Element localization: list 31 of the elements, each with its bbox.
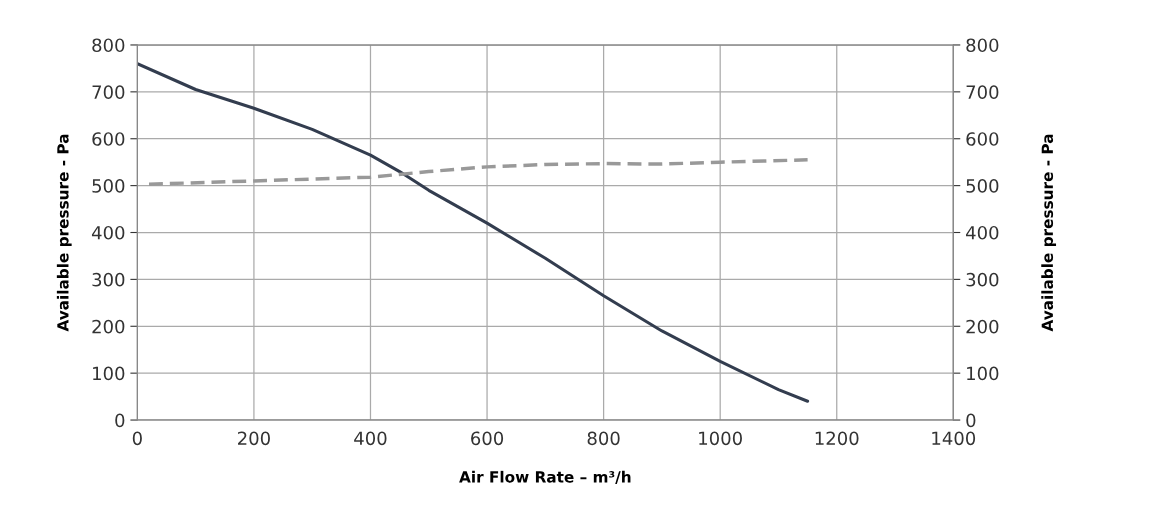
y2-tick-label: 100 bbox=[967, 366, 999, 381]
y-tick-label: 100 bbox=[93, 366, 125, 381]
y-tick-label: 800 bbox=[92, 38, 125, 53]
y-tick-label: 700 bbox=[92, 85, 125, 99]
y2-tick-label: 500 bbox=[966, 179, 999, 193]
x-tick-label: 1200 bbox=[815, 431, 859, 446]
line-series bbox=[137, 62, 810, 403]
x-tick-label: 800 bbox=[587, 431, 620, 446]
x-tick-label: 1400 bbox=[932, 431, 976, 446]
line-series bbox=[147, 158, 810, 186]
y-axis-title: Available pressure - Pa bbox=[56, 134, 72, 332]
x-tick-label: 200 bbox=[238, 431, 270, 446]
x-tick-label: 600 bbox=[471, 431, 504, 446]
y2-tick-label: 400 bbox=[966, 225, 999, 240]
y-tick-label: 500 bbox=[92, 179, 125, 193]
y2-tick-label: 800 bbox=[966, 38, 999, 53]
y2-tick-label: 700 bbox=[966, 85, 999, 99]
y-tick-label: 600 bbox=[92, 132, 125, 146]
y2-tick-label: 600 bbox=[966, 132, 999, 146]
y2-tick-label: 200 bbox=[966, 319, 999, 334]
x-axis-title: Air Flow Rate – m³/h bbox=[459, 470, 631, 484]
y-tick-label: 200 bbox=[92, 319, 125, 334]
y-tick-label: 0 bbox=[115, 413, 125, 428]
x-tick-label: 1000 bbox=[699, 431, 742, 446]
y-tick-label: 300 bbox=[92, 272, 125, 287]
x-tick-label: 0 bbox=[132, 431, 142, 446]
y2-axis-title: Available pressure - Pa bbox=[1041, 134, 1057, 332]
x-tick-label: 400 bbox=[354, 431, 387, 446]
y2-tick-label: 0 bbox=[966, 413, 976, 428]
y2-tick-label: 300 bbox=[966, 272, 999, 287]
y-tick-label: 400 bbox=[91, 225, 125, 240]
